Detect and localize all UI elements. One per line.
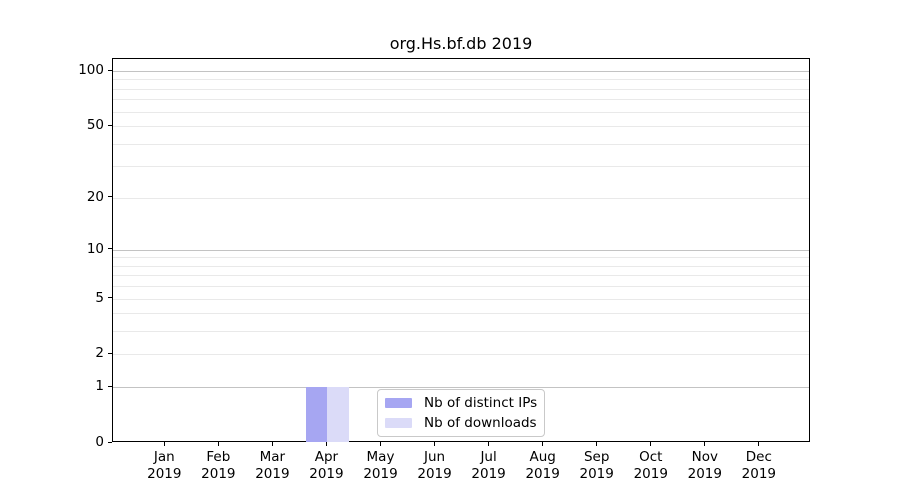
x-tick-mark-aug	[542, 442, 544, 446]
y-tick-label-50: 50	[86, 117, 104, 134]
gridline-minor-8	[113, 265, 809, 267]
gridline-minor-3	[113, 331, 809, 333]
y-tick-label-1: 1	[95, 378, 104, 395]
x-tick-label-nov: Nov 2019	[687, 449, 722, 482]
gridline-minor-60	[113, 111, 809, 113]
x-tick-label-sep: Sep 2019	[579, 449, 614, 482]
x-tick-mark-sep	[596, 442, 598, 446]
legend-item-distinct-ips: Nb of distinct IPs	[385, 395, 538, 411]
chart-title: org.Hs.bf.db 2019	[389, 34, 533, 53]
x-tick-mark-oct	[650, 442, 652, 446]
gridline-minor-20	[113, 197, 809, 199]
y-tick-label-0: 0	[95, 434, 104, 450]
x-tick-mark-may	[379, 442, 382, 446]
legend-item-downloads: Nb of downloads	[385, 415, 538, 431]
y-tick-mark-20	[107, 196, 112, 198]
x-tick-label-dec: Dec 2019	[741, 449, 777, 482]
x-tick-mark-dec	[758, 442, 760, 446]
gridline-minor-90	[113, 79, 809, 81]
x-tick-label-aug: Aug 2019	[525, 449, 560, 482]
x-tick-label-oct: Oct 2019	[633, 449, 668, 482]
gridline-minor-4	[113, 313, 809, 315]
x-tick-mark-jun	[433, 442, 436, 446]
gridline-major-100	[113, 71, 809, 73]
legend-swatch-downloads-icon	[385, 418, 412, 428]
gridline-minor-70	[113, 99, 809, 101]
legend-swatch-distinct-ips-icon	[385, 398, 412, 408]
x-tick-label-feb: Feb 2019	[201, 449, 236, 482]
y-tick-label-20: 20	[86, 188, 104, 205]
y-tick-mark-100	[107, 69, 112, 71]
gridline-minor-2	[113, 354, 809, 356]
y-tick-mark-1	[107, 385, 112, 387]
plot-area	[112, 58, 810, 442]
x-tick-label-jul: Jul 2019	[471, 449, 506, 482]
bar-nb-of-distinct-ips-apr	[305, 387, 328, 442]
gridline-minor-30	[113, 166, 809, 168]
y-tick-mark-10	[107, 248, 112, 250]
legend-label-downloads: Nb of downloads	[424, 415, 537, 431]
gridline-minor-40	[113, 143, 809, 145]
x-tick-mark-mar	[271, 442, 273, 446]
legend-label-distinct-ips: Nb of distinct IPs	[424, 395, 538, 411]
x-tick-label-apr: Apr 2019	[309, 449, 344, 482]
gridline-minor-9	[113, 257, 809, 259]
gridline-major-1	[113, 387, 809, 389]
x-tick-label-jan: Jan 2019	[147, 449, 182, 482]
y-tick-label-10: 10	[86, 240, 104, 257]
legend: Nb of distinct IPs Nb of downloads	[377, 389, 545, 437]
y-tick-label-2: 2	[95, 345, 104, 362]
x-tick-mark-apr	[325, 442, 328, 446]
y-tick-mark-0	[107, 441, 112, 443]
x-tick-mark-jul	[488, 442, 490, 446]
gridline-minor-50	[113, 126, 809, 128]
y-tick-label-5: 5	[95, 289, 104, 306]
bar-nb-of-downloads-apr	[327, 387, 350, 442]
x-tick-label-jun: Jun 2019	[417, 449, 452, 482]
gridline-minor-6	[113, 286, 809, 288]
x-tick-label-may: May 2019	[363, 449, 398, 482]
y-tick-mark-50	[107, 124, 112, 126]
gridline-minor-80	[113, 88, 809, 90]
x-tick-mark-jan	[163, 442, 165, 446]
y-tick-label-100: 100	[78, 62, 104, 78]
x-tick-label-mar: Mar 2019	[255, 449, 290, 482]
gridline-minor-7	[113, 275, 809, 277]
gridline-minor-5	[113, 298, 809, 300]
x-tick-mark-feb	[217, 442, 219, 446]
gridline-major-10	[113, 249, 809, 251]
x-tick-mark-nov	[704, 442, 706, 446]
y-tick-mark-5	[107, 297, 112, 299]
y-tick-mark-2	[107, 352, 112, 355]
